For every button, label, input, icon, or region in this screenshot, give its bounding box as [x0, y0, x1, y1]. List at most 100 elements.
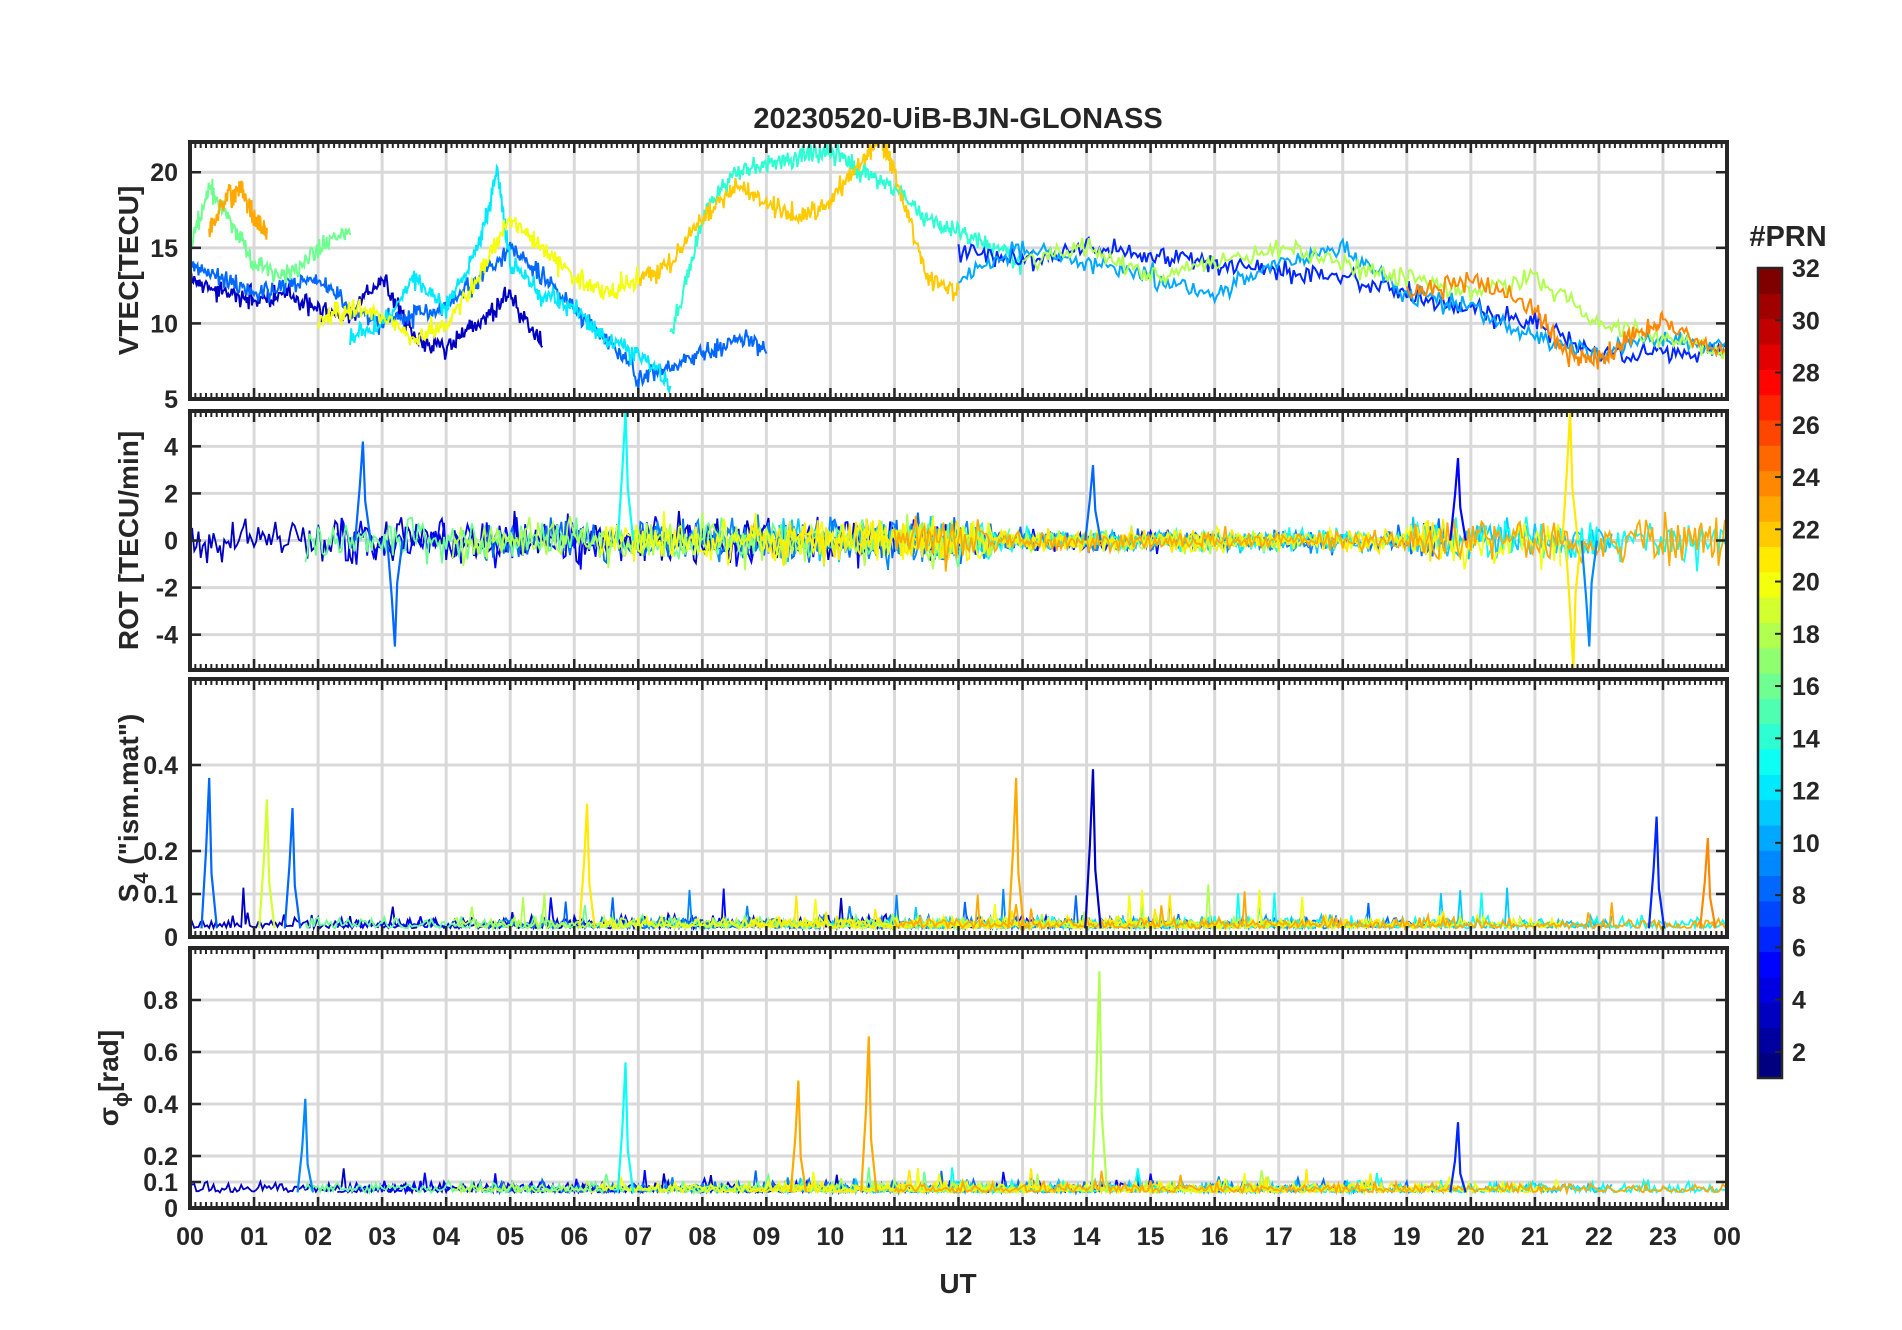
x-tick-label: 12 [945, 1223, 973, 1251]
x-tick-label: 08 [688, 1223, 716, 1251]
peak-mark-4 [860, 1036, 878, 1193]
colorbar-tick-label: 6 [1792, 934, 1806, 962]
colorbar-band [1758, 293, 1782, 320]
colorbar-frame [1756, 266, 1784, 1080]
peak-mark-4 [578, 803, 596, 929]
y-tick-label: 15 [150, 235, 178, 263]
axes-frame [188, 677, 1729, 939]
y-tick-label: 0.2 [143, 1143, 178, 1171]
panel-2: -4 -2 0 2 4 ROT [TECU/min] [113, 409, 1729, 672]
x-tick-label: 07 [624, 1223, 652, 1251]
peak-mark-2 [616, 1062, 635, 1193]
colorbar-label: #PRN [1749, 221, 1826, 253]
colorbar-band [1758, 875, 1782, 902]
vtec-series-prn-16 [190, 178, 352, 284]
colorbar-band [1758, 748, 1782, 775]
y-tick-label: -4 [156, 622, 178, 650]
axes-frame [188, 140, 1729, 401]
x-tick-label: 00 [1713, 1223, 1741, 1251]
colorbar-band [1758, 343, 1782, 370]
peak-mark-4 [1084, 465, 1102, 541]
colorbar-tick-label: 8 [1792, 882, 1806, 910]
colorbar-band [1758, 546, 1782, 573]
colorbar-band [1758, 394, 1782, 421]
colorbar-band [1758, 647, 1782, 674]
colorbar-band [1758, 470, 1782, 497]
peak-mark-2 [258, 799, 276, 929]
colorbar-band [1758, 268, 1782, 294]
x-tick-labels: 00 01 02 03 04 05 06 07 08 09 10 11 12 13 14 15 16 17 18 19… [176, 1223, 1741, 1251]
colorbar-tick-label: 22 [1792, 516, 1820, 544]
colorbar-band [1758, 850, 1782, 877]
colorbar-band [1758, 445, 1782, 472]
x-tick-label: 03 [368, 1223, 396, 1251]
series-prn-23 [893, 1170, 1727, 1196]
peak-mark-1 [200, 777, 218, 929]
colorbar-tick-label: 4 [1792, 987, 1806, 1015]
grid [190, 679, 1727, 937]
panel-4: 00.10.2 0.4 0.6 0.8 σϕ[rad] [93, 946, 1729, 1223]
peak-mark-6 [1449, 1122, 1467, 1193]
y-tick-label: 0.4 [143, 752, 178, 780]
peak-mark-7 [1647, 816, 1666, 929]
y-axis-label: S4 ("ism.mat") [113, 714, 153, 903]
x-tick-label: 17 [1265, 1223, 1293, 1251]
vtec-series-prn-3 [190, 272, 544, 360]
x-tick-label: 20 [1457, 1223, 1485, 1251]
colorbar-band [1758, 976, 1782, 1003]
x-tick-label: 21 [1521, 1223, 1549, 1251]
colorbar-tick-label: 10 [1792, 830, 1820, 858]
peak-mark-6 [1561, 411, 1579, 541]
data-traces [190, 142, 1727, 395]
colorbar-band [1758, 318, 1782, 345]
peak-mark-3 [616, 411, 635, 541]
y-tick-label: 2 [164, 480, 178, 508]
y-tick-label: 0 [164, 924, 178, 952]
colorbar-band [1758, 521, 1782, 548]
data-traces [190, 769, 1727, 932]
colorbar-tick-label: 20 [1792, 569, 1820, 597]
grid [190, 142, 1727, 399]
vtec-series-prn-8 [190, 241, 768, 391]
x-tick-label: 22 [1585, 1223, 1613, 1251]
peak-mark-8 [1699, 838, 1717, 929]
y-tick-label: 0.1 [143, 1169, 178, 1197]
axes-frame [188, 409, 1729, 672]
x-axis-label: UT [939, 1268, 976, 1299]
colorbar-band [1758, 723, 1782, 750]
colorbar-band [1758, 774, 1782, 801]
colorbar-band [1758, 799, 1782, 826]
y-axis-label: ROT [TECU/min] [113, 431, 144, 650]
x-tick-label: 13 [1009, 1223, 1037, 1251]
colorbar-tick-label: 16 [1792, 673, 1820, 701]
peak-mark-3 [789, 1080, 808, 1193]
y-tick-label: 0 [164, 1195, 178, 1223]
peak-mark-5 [1449, 458, 1467, 541]
y-tick-label: 0.6 [143, 1039, 178, 1067]
y-tick-label: -2 [156, 575, 178, 603]
colorbar-band [1758, 622, 1782, 649]
vtec-series-prn-14 [669, 142, 1024, 335]
x-tick-label: 02 [304, 1223, 332, 1251]
x-tick-label: 09 [752, 1223, 780, 1251]
x-tick-label: 00 [176, 1223, 204, 1251]
colorbar-tick-label: 24 [1792, 464, 1820, 492]
colorbar-tick-label: 28 [1792, 360, 1820, 388]
peak-mark-1 [296, 1098, 315, 1193]
x-tick-label: 05 [496, 1223, 524, 1251]
x-tick-label: 19 [1393, 1223, 1421, 1251]
colorbar-tick-label: 32 [1792, 255, 1820, 283]
colorbar-tick-label: 26 [1792, 412, 1820, 440]
series-prn-3 [190, 510, 896, 566]
colorbar-band [1758, 824, 1782, 851]
colorbar-band [1758, 1052, 1782, 1079]
x-tick-label: 11 [881, 1223, 908, 1251]
peak-mark-5 [1007, 777, 1025, 929]
y-tick-label: 0.8 [143, 987, 178, 1015]
peak-mark-1 [354, 441, 372, 541]
colorbar-band [1758, 951, 1782, 978]
colorbar-band [1758, 495, 1782, 522]
x-tick-label: 04 [432, 1223, 460, 1251]
peak-mark-2 [386, 540, 404, 647]
